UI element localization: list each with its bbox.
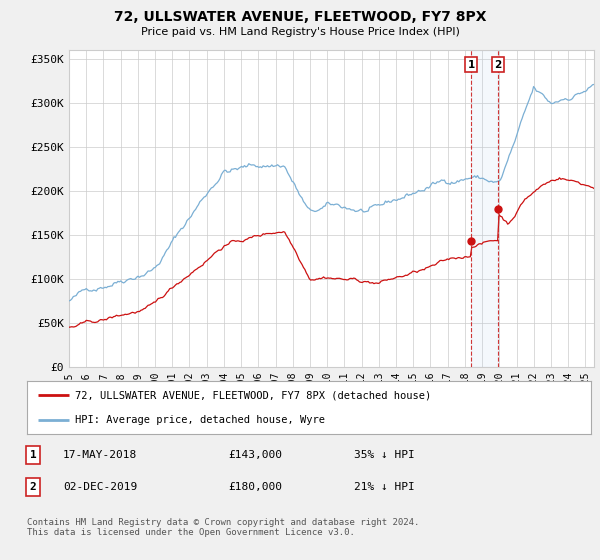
Text: 72, ULLSWATER AVENUE, FLEETWOOD, FY7 8PX (detached house): 72, ULLSWATER AVENUE, FLEETWOOD, FY7 8PX… xyxy=(75,390,431,400)
Text: 17-MAY-2018: 17-MAY-2018 xyxy=(63,450,137,460)
Text: 72, ULLSWATER AVENUE, FLEETWOOD, FY7 8PX: 72, ULLSWATER AVENUE, FLEETWOOD, FY7 8PX xyxy=(114,10,486,24)
Text: Contains HM Land Registry data © Crown copyright and database right 2024.
This d: Contains HM Land Registry data © Crown c… xyxy=(27,518,419,538)
Text: 1: 1 xyxy=(467,59,475,69)
Text: 35% ↓ HPI: 35% ↓ HPI xyxy=(354,450,415,460)
Text: 1: 1 xyxy=(29,450,37,460)
Text: 2: 2 xyxy=(494,59,502,69)
Text: 2: 2 xyxy=(29,482,37,492)
Text: Price paid vs. HM Land Registry's House Price Index (HPI): Price paid vs. HM Land Registry's House … xyxy=(140,27,460,37)
Text: 21% ↓ HPI: 21% ↓ HPI xyxy=(354,482,415,492)
Text: £143,000: £143,000 xyxy=(228,450,282,460)
Bar xyxy=(471,50,498,367)
Text: HPI: Average price, detached house, Wyre: HPI: Average price, detached house, Wyre xyxy=(75,414,325,424)
Text: £180,000: £180,000 xyxy=(228,482,282,492)
Text: 02-DEC-2019: 02-DEC-2019 xyxy=(63,482,137,492)
